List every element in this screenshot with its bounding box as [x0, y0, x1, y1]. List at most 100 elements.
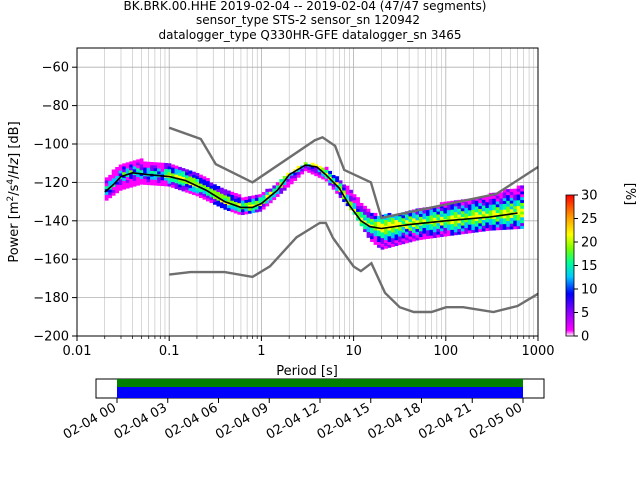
heatmap-cell: [164, 165, 168, 170]
heatmap-cell: [436, 211, 441, 215]
heatmap-cell: [467, 218, 472, 222]
heatmap-cell: [247, 201, 252, 206]
mean-psd: [104, 164, 518, 230]
heatmap-cell: [174, 171, 179, 175]
heatmap-cell: [230, 191, 235, 195]
heatmap-cell: [157, 171, 161, 175]
heatmap-cell: [261, 203, 266, 207]
heatmap-cell: [233, 193, 238, 197]
heatmap-cell: [216, 188, 221, 193]
heatmap-cell: [118, 170, 123, 174]
heatmap-cell: [212, 198, 217, 202]
heatmap-cell: [467, 230, 472, 234]
heatmap-cell: [300, 171, 305, 175]
colorbar: 0 5 10 15 20 25 30 [%]: [565, 183, 637, 345]
heatmap-cell: [384, 228, 388, 232]
heatmap-cell: [115, 184, 120, 188]
heatmap-cell: [136, 162, 140, 166]
heatmap-cell: [247, 196, 252, 200]
heatmap-cell: [244, 211, 249, 215]
heatmap-cell: [384, 225, 388, 229]
heatmap-cell: [415, 220, 420, 224]
heatmap-cell: [342, 187, 346, 191]
heatmap-cell: [206, 192, 210, 196]
heatmap-cell: [453, 226, 458, 230]
heatmap-cell: [502, 215, 507, 219]
colorbar-tick-label: 30: [581, 189, 598, 204]
heatmap-cell: [111, 172, 116, 176]
heatmap-cell: [520, 214, 525, 218]
heatmap-cell: [342, 184, 346, 188]
heatmap-cell: [488, 210, 493, 214]
heatmap-cell: [394, 239, 399, 244]
heatmap-cell: [268, 197, 273, 201]
heatmap-cell: [499, 215, 504, 219]
heatmap-cell: [492, 215, 497, 219]
heatmap-cell: [467, 215, 472, 219]
heatmap-cell: [111, 175, 116, 179]
heatmap-cell: [171, 184, 175, 188]
heatmap-cell: [481, 228, 486, 232]
heatmap-cell: [488, 204, 493, 208]
heatmap-cell: [446, 227, 451, 231]
heatmap-cell: [450, 226, 455, 230]
heatmap-cell: [401, 240, 406, 245]
heatmap-cell: [443, 207, 448, 211]
heatmap-cell: [178, 181, 182, 185]
heatmap-cell: [352, 197, 357, 201]
heatmap-cell: [516, 225, 521, 230]
heatmap-cell: [373, 227, 378, 231]
y-tick-label: −60: [42, 61, 69, 76]
heatmap-cell: [153, 176, 158, 180]
heatmap-cell: [373, 241, 378, 245]
heatmap-cell: [457, 214, 462, 218]
heatmap-cell: [391, 220, 395, 224]
time-tick-label: 02-04 06: [162, 400, 220, 442]
heatmap-cell: [464, 219, 469, 223]
heatmap-cell: [373, 218, 378, 222]
heatmap-cell: [502, 203, 507, 207]
heatmap-cell: [481, 196, 486, 200]
heatmap-cell: [467, 204, 472, 208]
heatmap-cell: [178, 172, 182, 176]
heatmap-cell: [153, 182, 158, 186]
heatmap-cell: [401, 220, 406, 225]
heatmap-cell: [202, 179, 207, 183]
heatmap-cell: [394, 228, 399, 232]
heatmap-cell: [443, 216, 448, 220]
heatmap-cell: [356, 205, 360, 209]
heatmap-cell: [432, 211, 437, 215]
heatmap-cell: [240, 197, 245, 201]
heatmap-cell: [513, 226, 518, 230]
heatmap-cell: [226, 196, 231, 200]
heatmap-cell: [178, 166, 182, 171]
heatmap-cell: [310, 162, 315, 166]
heatmap-cell: [474, 200, 479, 204]
heatmap-cell: [129, 184, 133, 188]
heatmap-cell: [209, 194, 214, 198]
heatmap-cell: [495, 204, 500, 208]
heatmap-cell: [502, 189, 507, 193]
heatmap-cell: [150, 182, 154, 186]
heatmap-cell: [296, 168, 301, 172]
heatmap-cell: [370, 235, 374, 240]
heatmap-cell: [377, 230, 381, 234]
heatmap-cell: [474, 229, 479, 233]
heatmap-cell: [251, 204, 256, 208]
heatmap-cell: [219, 190, 224, 194]
heatmap-cell: [356, 200, 360, 204]
heatmap-cell: [411, 212, 416, 216]
heatmap-cell: [226, 190, 231, 194]
heatmap-cell: [380, 220, 385, 224]
heatmap-cell: [219, 193, 224, 197]
heatmap-cell: [366, 231, 371, 235]
heatmap-cell: [457, 208, 462, 212]
heatmap-cell: [471, 215, 476, 219]
heatmap-cell: [143, 181, 147, 185]
heatmap-cell: [460, 222, 465, 226]
heatmap-cell: [206, 178, 210, 182]
heatmap-cell: [111, 178, 116, 182]
heatmap-cell: [485, 222, 490, 226]
heatmap-cell: [160, 171, 165, 175]
heatmap-cell: [349, 195, 353, 199]
